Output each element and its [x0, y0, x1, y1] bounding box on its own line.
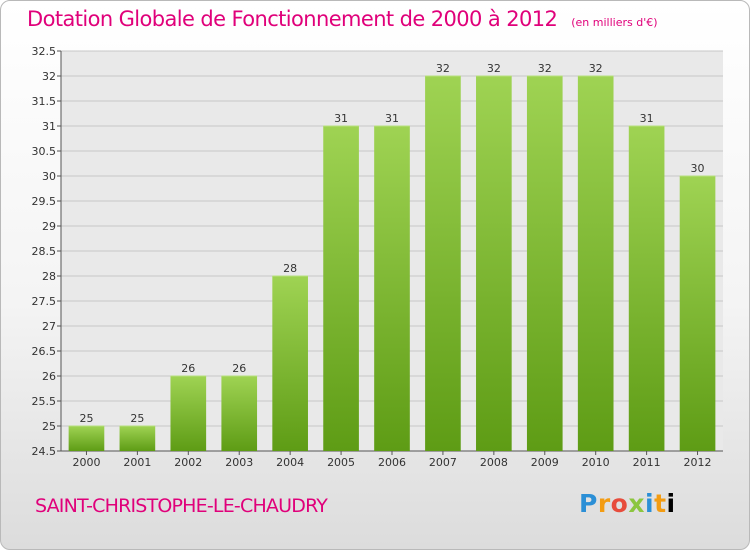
x-tick-label: 2012	[684, 456, 712, 469]
y-tick-label: 27	[42, 320, 56, 333]
data-label: 31	[334, 112, 348, 125]
data-label: 26	[181, 362, 195, 375]
data-label: 25	[79, 412, 93, 425]
x-tick-label: 2011	[633, 456, 661, 469]
y-tick-label: 25	[42, 420, 56, 433]
chart-subtitle: (en milliers d'€)	[571, 16, 658, 29]
bar	[323, 126, 359, 451]
data-label: 32	[487, 62, 501, 75]
x-tick-label: 2005	[327, 456, 355, 469]
y-tick-label: 29	[42, 220, 56, 233]
bar	[374, 126, 410, 451]
bar	[679, 176, 716, 451]
y-tick-label: 28.5	[32, 245, 57, 258]
logo-letter: P	[579, 489, 598, 518]
x-tick-label: 2007	[429, 456, 457, 469]
bar	[119, 426, 156, 451]
bar	[628, 126, 665, 451]
data-label: 31	[385, 112, 399, 125]
logo-letter: o	[610, 489, 629, 518]
bar	[272, 276, 308, 451]
logo-letter: i	[666, 489, 676, 518]
x-tick-label: 2002	[174, 456, 202, 469]
data-label: 26	[232, 362, 246, 375]
bar	[577, 76, 614, 451]
chart-title: Dotation Globale de Fonctionnement de 20…	[27, 7, 658, 31]
title-text: Dotation Globale de Fonctionnement de 20…	[27, 7, 558, 31]
proxiti-logo: Proxiti	[579, 489, 676, 518]
data-label: 28	[283, 262, 297, 275]
y-tick-label: 26.5	[32, 345, 57, 358]
y-tick-label: 31.5	[32, 95, 57, 108]
x-tick-label: 2004	[276, 456, 304, 469]
x-tick-label: 2006	[378, 456, 406, 469]
x-tick-label: 2010	[582, 456, 610, 469]
logo-letter: x	[628, 489, 645, 518]
logo-letter: i	[645, 489, 655, 518]
x-tick-label: 2009	[531, 456, 559, 469]
bar	[170, 376, 207, 451]
logo-letter: r	[597, 489, 611, 518]
y-tick-label: 31	[42, 120, 56, 133]
data-label: 32	[538, 62, 552, 75]
y-tick-label: 25.5	[32, 395, 57, 408]
y-tick-label: 26	[42, 370, 56, 383]
y-tick-label: 30	[42, 170, 56, 183]
data-label: 30	[691, 162, 705, 175]
data-label: 31	[640, 112, 654, 125]
x-tick-label: 2003	[225, 456, 253, 469]
y-tick-label: 32.5	[32, 45, 57, 58]
bar	[476, 76, 512, 451]
y-tick-label: 24.5	[32, 445, 57, 458]
data-label: 25	[130, 412, 144, 425]
bar	[425, 76, 461, 451]
y-tick-label: 28	[42, 270, 56, 283]
data-label: 32	[589, 62, 603, 75]
y-tick-label: 27.5	[32, 295, 57, 308]
bar	[68, 426, 105, 451]
x-tick-label: 2000	[72, 456, 100, 469]
bar	[526, 76, 563, 451]
bar	[221, 376, 258, 451]
y-tick-label: 30.5	[32, 145, 57, 158]
commune-name: SAINT-CHRISTOPHE-LE-CHAUDRY	[35, 495, 328, 517]
x-tick-label: 2008	[480, 456, 508, 469]
y-tick-label: 32	[42, 70, 56, 83]
data-label: 32	[436, 62, 450, 75]
x-tick-label: 2001	[123, 456, 151, 469]
y-tick-label: 29.5	[32, 195, 57, 208]
logo-letter: t	[654, 489, 667, 518]
